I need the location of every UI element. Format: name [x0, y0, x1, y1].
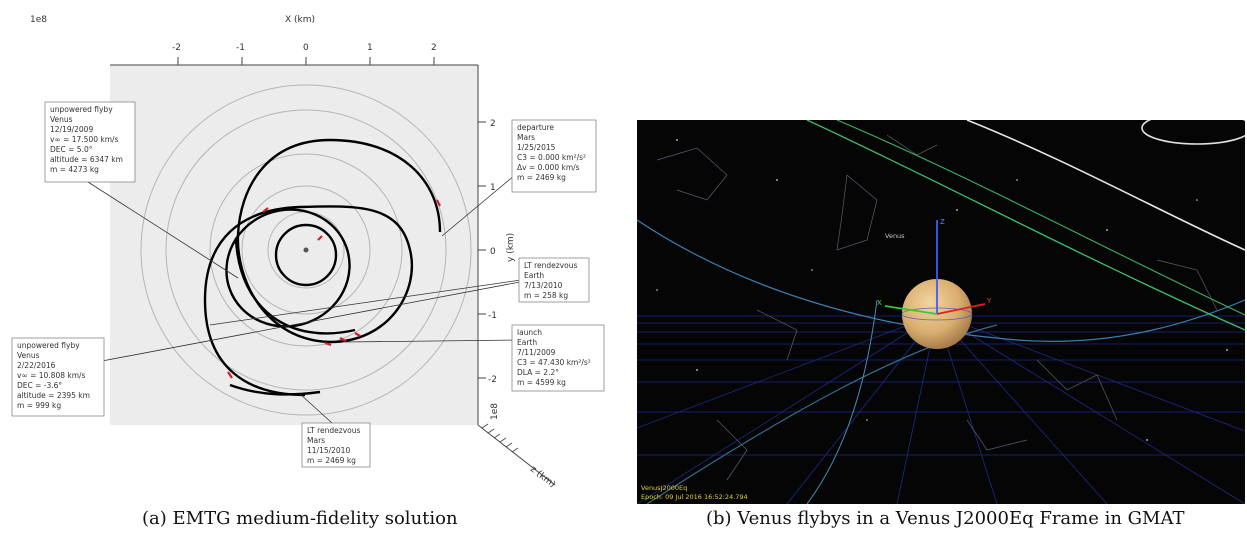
venus-label: Venus	[885, 232, 905, 240]
svg-text:altitude = 2395 km: altitude = 2395 km	[17, 391, 90, 400]
mars-orbit	[165, 109, 447, 391]
annotation-earth-rendezvous: LT rendezvous Earth 7/13/2010 m = 258 kg	[518, 257, 590, 303]
earth-orbit	[209, 153, 403, 347]
venus-orbit	[241, 185, 371, 315]
z-axis-line	[477, 424, 556, 486]
x-tick-label: -1	[236, 43, 245, 53]
frame-label: VenusJ2000Eq	[641, 484, 687, 492]
x-tick-label: 2	[431, 43, 437, 53]
svg-text:unpowered flyby: unpowered flyby	[50, 105, 113, 114]
x-tick-label: 1	[367, 43, 373, 53]
y-tick-label: -2	[488, 375, 497, 385]
svg-text:Venus: Venus	[50, 115, 73, 124]
caption-b: (b) Venus flybys in a Venus J2000Eq Fram…	[706, 508, 1185, 529]
gmat-view-panel: Z X Y Venus VenusJ2000Eq Epoch: 09 Jul 2…	[436, 111, 1247, 505]
thrust-arcs	[227, 199, 441, 379]
stars	[656, 139, 1228, 441]
svg-text:unpowered flyby: unpowered flyby	[17, 341, 80, 350]
x-axis	[884, 305, 938, 315]
svg-text:2/22/2016: 2/22/2016	[17, 361, 56, 370]
svg-text:LT rendezvous: LT rendezvous	[524, 261, 577, 270]
svg-text:Earth: Earth	[517, 338, 537, 347]
svg-text:Earth: Earth	[524, 271, 544, 280]
svg-text:departure: departure	[517, 123, 554, 132]
constellations	[656, 134, 1218, 481]
svg-text:m = 2469 kg: m = 2469 kg	[517, 173, 566, 182]
svg-text:7/13/2010: 7/13/2010	[524, 281, 563, 290]
svg-text:1/25/2015: 1/25/2015	[517, 143, 556, 152]
svg-text:Mars: Mars	[517, 133, 535, 142]
svg-text:LT rendezvous: LT rendezvous	[307, 426, 360, 435]
svg-text:DEC = 5.0°: DEC = 5.0°	[50, 145, 93, 154]
svg-text:7/11/2009: 7/11/2009	[517, 348, 556, 357]
y-scale-label: 1e8	[490, 403, 500, 420]
annotation-venus-flyby-2: unpowered flyby Venus 2/22/2016 v∞ = 10.…	[11, 337, 105, 417]
plot-pane	[110, 65, 478, 425]
svg-text:DEC = -3.6°: DEC = -3.6°	[17, 381, 62, 390]
x-tick-label: -2	[172, 43, 181, 53]
gmat-3d-view: Z X Y Venus VenusJ2000Eq Epoch: 09 Jul 2…	[436, 111, 1247, 505]
y-tick-label: -1	[488, 311, 497, 321]
svg-text:12/19/2009: 12/19/2009	[50, 125, 93, 134]
x-axis-label: X	[877, 299, 882, 307]
svg-text:Venus: Venus	[17, 351, 40, 360]
x-ticks: -2 -1 0 1 2	[172, 43, 437, 65]
svg-text:C3 = 47.430 km²/s²: C3 = 47.430 km²/s²	[517, 358, 591, 367]
y-axis	[936, 303, 986, 315]
svg-text:DLA = 2.2°: DLA = 2.2°	[517, 368, 559, 377]
svg-text:v∞ = 17.500 km/s: v∞ = 17.500 km/s	[50, 135, 119, 144]
svg-text:m = 258 kg: m = 258 kg	[524, 291, 568, 300]
orbit-circles	[140, 84, 472, 416]
emtg-trajectory-plot: 1e8 X (km) -2 -1 0 1 2 2 1 0 -1 -2 y (km	[11, 15, 605, 490]
svg-text:altitude = 6347 km: altitude = 6347 km	[50, 155, 123, 164]
svg-text:m = 999 kg: m = 999 kg	[17, 401, 61, 410]
orbit-paths	[636, 111, 1247, 505]
x-scale-label: 1e8	[30, 15, 47, 25]
svg-text:C3 = 0.000 km²/s²: C3 = 0.000 km²/s²	[517, 153, 586, 162]
svg-text:Δv = 0.000 km/s: Δv = 0.000 km/s	[517, 163, 580, 172]
svg-text:Mars: Mars	[307, 436, 325, 445]
sun-marker	[303, 247, 309, 253]
svg-text:m = 2469 kg: m = 2469 kg	[307, 456, 356, 465]
y-tick-label: 2	[490, 119, 496, 129]
x-axis-label: X (km)	[285, 15, 315, 25]
z-axis-label: z (km)	[528, 464, 557, 489]
svg-text:m = 4273 kg: m = 4273 kg	[50, 165, 99, 174]
y-axis-label: y (km)	[506, 233, 516, 262]
annotation-launch: launch Earth 7/11/2009 C3 = 47.430 km²/s…	[511, 324, 605, 392]
svg-text:11/15/2010: 11/15/2010	[307, 446, 350, 455]
x-tick-label: 0	[303, 43, 309, 53]
outer-orbit	[140, 84, 472, 416]
z-axis-label: Z	[940, 218, 945, 226]
svg-text:launch: launch	[517, 328, 542, 337]
annotation-venus-flyby-1: unpowered flyby Venus 12/19/2009 v∞ = 17…	[44, 101, 136, 183]
epoch-label: Epoch: 09 Jul 2016 16:52:24.794	[641, 493, 748, 501]
caption-a: (a) EMTG medium-fidelity solution	[142, 508, 458, 529]
annotation-mars-rendezvous: LT rendezvous Mars 11/15/2010 m = 2469 k…	[301, 422, 371, 468]
leader-lines	[64, 174, 522, 424]
y-tick-label: 0	[490, 247, 496, 257]
annotation-mars-departure: departure Mars 1/25/2015 C3 = 0.000 km²/…	[511, 119, 597, 193]
y-tick-label: 1	[490, 183, 496, 193]
y-ticks: 2 1 0 -1 -2 y (km) 1e8	[478, 119, 516, 420]
z-ticks	[481, 423, 519, 453]
svg-text:v∞ = 10.808 km/s: v∞ = 10.808 km/s	[17, 371, 86, 380]
y-axis-label: Y	[986, 297, 992, 305]
emtg-plot-panel: 1e8 X (km) -2 -1 0 1 2 2 1 0 -1 -2 y (km	[0, 0, 620, 500]
svg-text:m = 4599 kg: m = 4599 kg	[517, 378, 566, 387]
